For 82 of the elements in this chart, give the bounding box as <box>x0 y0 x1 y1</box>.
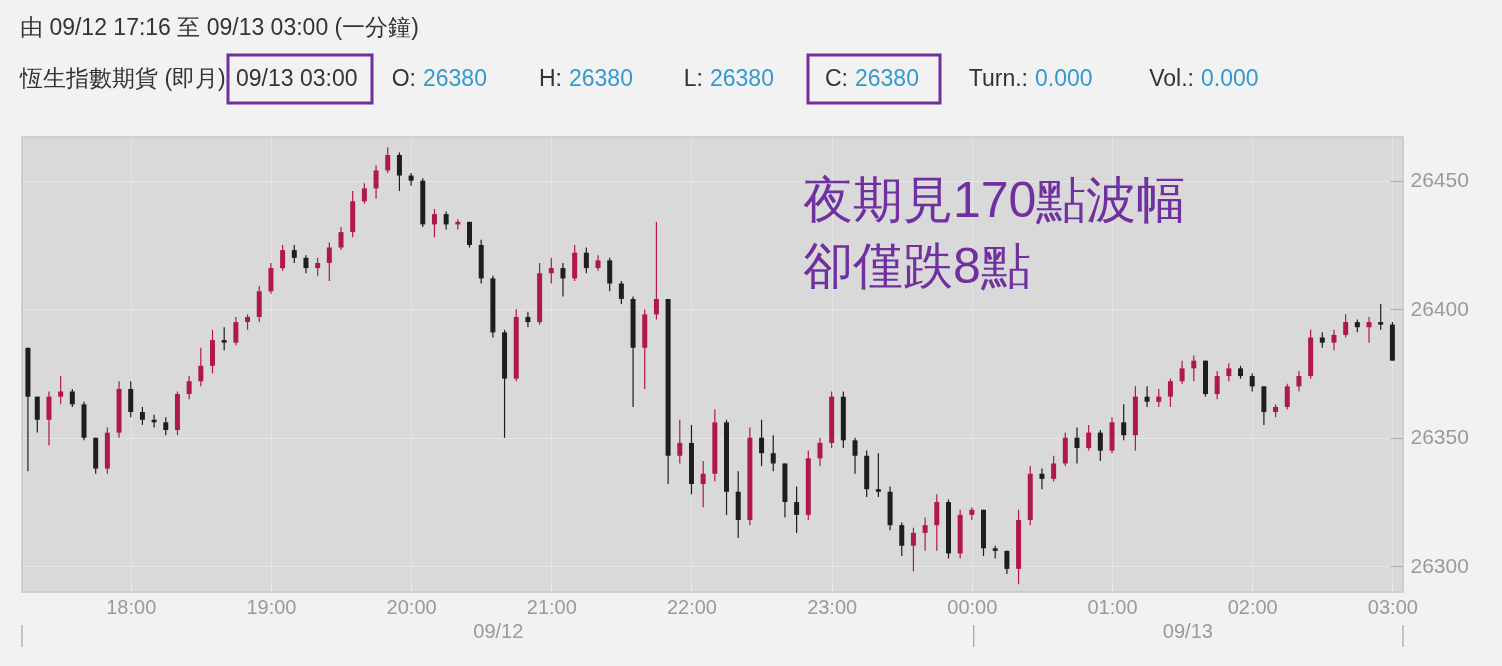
candlestick <box>607 257 613 292</box>
x-tick-label: 00:00 <box>947 595 998 618</box>
candlestick <box>1039 468 1045 490</box>
x-tick-label: 01:00 <box>1087 595 1138 618</box>
candlestick <box>268 262 274 295</box>
annotation: 夜期見170點波幅 <box>803 172 1187 228</box>
x-tick-label: 02:00 <box>1227 595 1278 618</box>
y-tick-label: 26350 <box>1410 425 1469 449</box>
candlestick <box>1214 370 1220 400</box>
candlestick <box>1378 303 1384 331</box>
candlestick <box>385 146 391 174</box>
y-tick-label: 26300 <box>1410 553 1469 577</box>
candlestick <box>34 396 40 434</box>
candlestick <box>770 434 776 472</box>
candlestick <box>700 460 706 508</box>
candlestick <box>361 182 367 205</box>
candlestick <box>198 347 204 387</box>
candlestick <box>1191 354 1197 382</box>
candlestick <box>910 527 916 573</box>
candlestick <box>875 452 881 498</box>
candlestick <box>373 164 379 200</box>
x-tick-label: 03:00 <box>1367 595 1418 618</box>
candlestick <box>1121 403 1127 441</box>
text: 09/13 03:00 <box>236 65 358 91</box>
chart-subtitle: 恆生指數期貨 (即月) <box>19 65 226 91</box>
chart-title: 由 09/12 17:16 至 09/13 03:00 (一分鐘) <box>20 14 419 40</box>
x-tick-label: 22:00 <box>666 595 717 618</box>
candlestick <box>58 375 64 405</box>
candlestick <box>1051 455 1057 483</box>
candlestick <box>618 280 624 305</box>
x-tick-label: 21:00 <box>526 595 577 618</box>
candlestick <box>1074 426 1080 465</box>
candlestick <box>759 419 765 467</box>
text: O: 26380 <box>391 65 487 91</box>
annotation: 卻僅跌8點 <box>803 238 1031 294</box>
candlestick <box>431 208 437 238</box>
candlestick <box>338 226 344 251</box>
text: H: 26380 <box>539 65 633 91</box>
candlestick <box>794 486 800 534</box>
x2-tick-label: 09/13 <box>1162 620 1213 642</box>
text: C: 26380 <box>825 65 919 91</box>
candlestick <box>233 316 239 346</box>
candlestick <box>1343 313 1349 339</box>
candlestick <box>186 375 192 400</box>
candlestick <box>326 241 332 282</box>
candlestick <box>525 311 531 328</box>
candlestick <box>653 221 659 321</box>
candlestick <box>817 437 823 467</box>
candlestick <box>128 380 134 418</box>
candlestick <box>677 419 683 465</box>
candlestick <box>548 257 554 285</box>
candlestick <box>583 246 589 274</box>
x-tick-label: 18:00 <box>106 595 157 618</box>
candlestick <box>560 262 566 297</box>
candlestick <box>922 516 928 552</box>
candlestick <box>46 390 52 447</box>
text: L: 26380 <box>683 65 774 91</box>
candlestick <box>1144 385 1150 408</box>
candlestick <box>1331 329 1337 351</box>
text: Turn.: 0.000 <box>968 65 1093 91</box>
x-tick-label: 19:00 <box>246 595 297 618</box>
text: Vol.: 0.000 <box>1149 65 1259 91</box>
x-tick-label: 20:00 <box>386 595 437 618</box>
candlestick <box>467 221 473 249</box>
x-tick-label: 23:00 <box>807 595 858 618</box>
candlestick <box>1284 383 1290 411</box>
y-tick-label: 26450 <box>1410 168 1469 192</box>
candlestick <box>408 172 414 187</box>
x2-tick-label: 09/12 <box>473 620 524 642</box>
candlestick <box>934 493 940 552</box>
candlestick <box>221 326 227 351</box>
candlestick <box>1097 429 1103 462</box>
candlestick <box>852 437 858 475</box>
candlestick <box>1086 424 1092 452</box>
candlestick <box>396 151 402 192</box>
candlestick <box>1167 378 1173 408</box>
candlestick <box>280 244 286 272</box>
candlestick <box>899 521 905 557</box>
candlestick <box>1179 360 1185 385</box>
candlestick <box>1296 370 1302 393</box>
y-tick-label: 26400 <box>1410 296 1469 320</box>
candlestick <box>1366 316 1372 344</box>
